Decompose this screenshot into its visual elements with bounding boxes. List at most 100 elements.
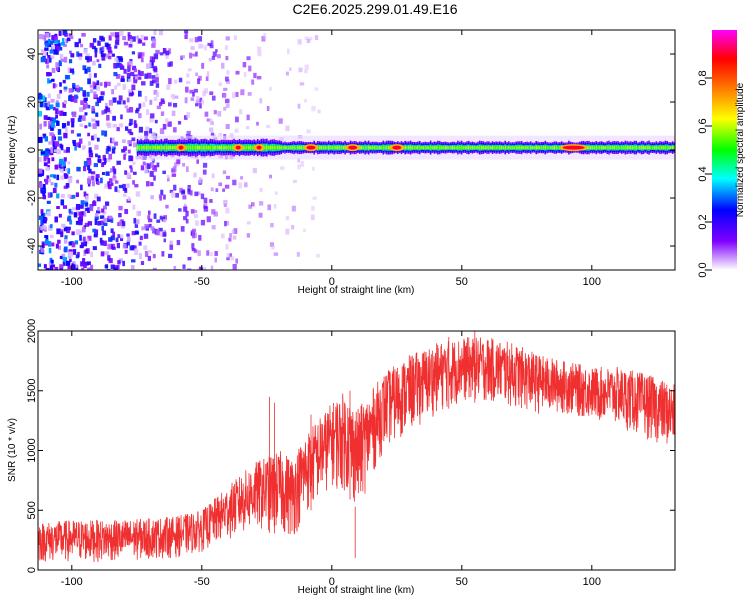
heatmap-cell (246, 221, 251, 225)
heatmap-cell (211, 225, 216, 230)
heatmap-cell (76, 133, 81, 137)
heatmap-cell (72, 207, 77, 211)
heatmap-cell (44, 47, 49, 51)
heatmap-cell (73, 212, 78, 218)
heatmap-cell (87, 164, 91, 171)
heatmap-cell (162, 48, 166, 54)
heatmap-cell (83, 211, 87, 217)
heatmap-cell (225, 244, 229, 250)
heatmap-cell (155, 73, 159, 78)
heatmap-cell (309, 36, 313, 41)
heatmap-cell (87, 177, 91, 184)
heatmap-cell (138, 253, 142, 260)
heatmap-cell (69, 50, 72, 54)
heatmap-cell (79, 234, 82, 241)
heatmap-cell (92, 123, 97, 129)
heatmap-cell (295, 146, 297, 149)
heatmap-cell (344, 146, 346, 150)
heatmap-cell (407, 146, 410, 149)
heatmap-cell (114, 57, 119, 62)
heatmap-cell (136, 145, 139, 150)
heatmap-cell (126, 108, 130, 113)
heatmap-cell (300, 146, 303, 150)
heatmap-cell (62, 205, 68, 209)
heatmap-cell (140, 261, 145, 265)
heatmap-cell (619, 146, 621, 149)
heatmap-cell (147, 145, 150, 150)
heatmap-cell (153, 175, 156, 181)
heatmap-cell (79, 204, 84, 209)
heatmap-cell (189, 145, 192, 150)
heatmap-cell (55, 100, 59, 104)
heatmap-cell (252, 168, 257, 174)
heatmap-cell (640, 146, 643, 150)
heatmap-cell (49, 224, 53, 229)
heatmap-cell (159, 196, 162, 201)
heatmap-cell (257, 51, 262, 57)
heatmap-cell (43, 121, 47, 127)
heatmap-cell (49, 234, 54, 238)
heatmap-cell (80, 238, 84, 244)
heatmap-cell (129, 118, 133, 125)
heatmap-cell (91, 118, 96, 122)
heatmap-cell (78, 53, 83, 58)
heatmap-cell (162, 146, 164, 150)
snr-y-tick-label: 1000 (26, 438, 38, 462)
heatmap-cell (38, 182, 43, 188)
heatmap-cell (386, 146, 388, 150)
heatmap-cell (138, 52, 143, 58)
heatmap-cell (65, 260, 70, 266)
heatmap-cell (159, 128, 165, 135)
heatmap-cell (118, 220, 122, 227)
heatmap-cell (166, 174, 170, 179)
heatmap-cell (144, 145, 146, 150)
heatmap-cell (271, 245, 275, 250)
heatmap-cell (289, 146, 292, 149)
heatmap-cell (171, 191, 175, 198)
heatmap-cell (187, 257, 192, 261)
heatmap-cell (147, 72, 152, 79)
heatmap-cell (453, 146, 456, 149)
heatmap-cell (132, 171, 137, 175)
heatmap-cell (448, 146, 450, 149)
heatmap-cell (65, 127, 68, 133)
heatmap-cell (58, 213, 62, 218)
heatmap-hotspot-core (235, 145, 241, 150)
heatmap-cell (149, 170, 154, 177)
spectrogram-x-tick-label: 100 (583, 276, 601, 288)
heatmap-cell (142, 145, 144, 150)
heatmap-cell (138, 103, 142, 109)
heatmap-cell (526, 146, 528, 149)
heatmap-cell (131, 245, 135, 251)
heatmap-cell (112, 175, 117, 182)
heatmap-cell (626, 146, 628, 150)
heatmap-cell (163, 194, 166, 200)
heatmap-cell (167, 177, 170, 182)
heatmap-cell (68, 95, 72, 102)
heatmap-cell (151, 145, 153, 150)
heatmap-cell (135, 191, 141, 197)
heatmap-cell (194, 36, 199, 43)
heatmap-cell (208, 127, 214, 132)
heatmap-cell (181, 55, 186, 59)
heatmap-cell (180, 190, 186, 195)
heatmap-cell (127, 35, 132, 41)
heatmap-cell (122, 84, 126, 90)
heatmap-cell (95, 153, 98, 158)
heatmap-cell (106, 122, 111, 127)
heatmap-cell (68, 251, 74, 257)
heatmap-cell (446, 146, 448, 149)
heatmap-cell (141, 226, 145, 231)
heatmap-cell (132, 180, 135, 185)
heatmap-cell (67, 254, 72, 259)
heatmap-cell (68, 88, 73, 93)
heatmap-cell (195, 99, 200, 105)
heatmap-cell (192, 53, 196, 57)
heatmap-cell (82, 104, 86, 110)
heatmap-cell (74, 146, 77, 151)
heatmap-cell (633, 146, 636, 150)
heatmap-cell (104, 184, 108, 188)
heatmap-cell (195, 145, 197, 150)
heatmap-cell (113, 141, 119, 146)
heatmap-cell (63, 86, 68, 90)
